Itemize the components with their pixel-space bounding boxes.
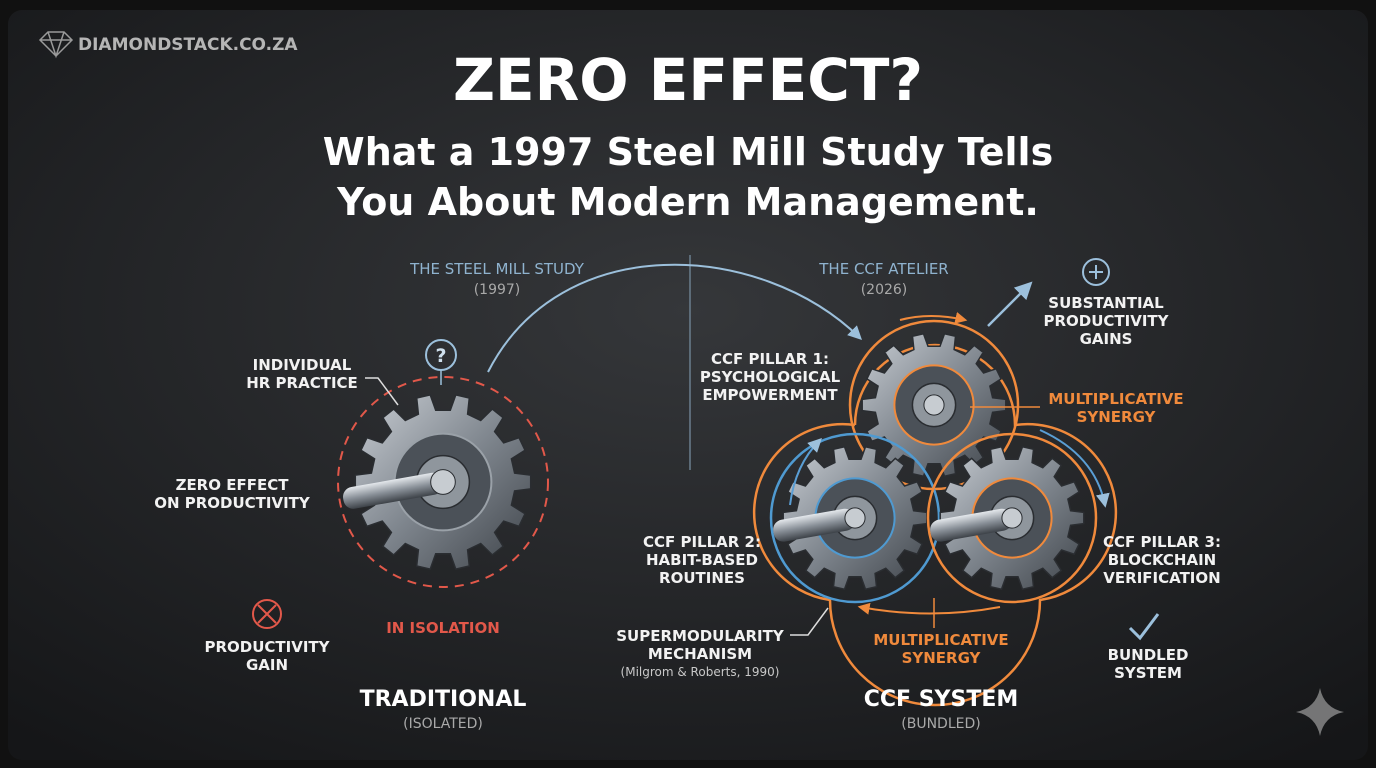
- cross-icon: [257, 604, 277, 624]
- label: CCF PILLAR 1:: [711, 350, 829, 368]
- label: GAINS: [1080, 330, 1133, 348]
- label: ZERO EFFECT: [176, 476, 290, 494]
- label: MECHANISM: [648, 645, 752, 663]
- brand-icon: [38, 31, 74, 59]
- section-year: (1997): [474, 282, 521, 298]
- section-heading: THE STEEL MILL STUDY: [409, 260, 585, 278]
- label: SUPERMODULARITY: [616, 627, 785, 645]
- gain-arrow: [987, 281, 1033, 327]
- gear-center: [923, 394, 945, 416]
- label: SUBSTANTIAL: [1048, 294, 1164, 312]
- section-year: (2026): [861, 282, 908, 298]
- synergy-label: MULTIPLICATIVE: [1048, 390, 1183, 408]
- synergy-loop: [752, 343, 1118, 707]
- flow-arrow: [857, 602, 1001, 615]
- isolation-ring: [337, 376, 549, 588]
- footer-title: CCF SYSTEM: [864, 687, 1019, 712]
- label: BLOCKCHAIN: [1108, 551, 1216, 569]
- shaft: [343, 472, 444, 509]
- label: PRODUCTIVITY: [204, 638, 330, 656]
- isolation-label: IN ISOLATION: [386, 619, 500, 637]
- check-icon: [1128, 613, 1160, 641]
- connector: [790, 607, 829, 636]
- label: VERIFICATION: [1103, 569, 1220, 587]
- gear-center: [844, 507, 866, 529]
- gear-ring: [926, 432, 1098, 604]
- label: ROUTINES: [659, 569, 745, 587]
- transition-arrow: [487, 263, 863, 373]
- citation: (Milgrom & Roberts, 1990): [621, 665, 780, 679]
- sparkle: [1296, 688, 1344, 736]
- gear-center: [1001, 507, 1023, 529]
- plus-icon: [1082, 258, 1110, 286]
- label: GAIN: [246, 656, 288, 674]
- label: INDIVIDUAL: [253, 356, 352, 374]
- label: PRODUCTIVITY: [1043, 312, 1169, 330]
- label: HABIT-BASED: [646, 551, 758, 569]
- footer-sub: (BUNDLED): [901, 716, 980, 732]
- label: CCF PILLAR 2:: [643, 533, 761, 551]
- label: ON PRODUCTIVITY: [154, 494, 311, 512]
- synergy-label: SYNERGY: [1077, 408, 1157, 426]
- section-heading: THE CCF ATELIER: [818, 260, 948, 278]
- synergy-label: SYNERGY: [902, 649, 982, 667]
- flow-arrow: [789, 438, 822, 506]
- footer-sub: (ISOLATED): [403, 716, 483, 732]
- gear-ring: [769, 432, 941, 604]
- synergy-label: MULTIPLICATIVE: [873, 631, 1008, 649]
- shaft: [930, 508, 1013, 542]
- label: HR PRACTICE: [246, 374, 358, 392]
- title: ZERO EFFECT?: [453, 46, 923, 114]
- label: SYSTEM: [1114, 664, 1182, 682]
- footer-title: TRADITIONAL: [360, 687, 527, 712]
- label: CCF PILLAR 3:: [1103, 533, 1221, 551]
- brand: DIAMONDSTACK.CO.ZA: [78, 35, 298, 55]
- subtitle-line: What a 1997 Steel Mill Study Tells: [323, 130, 1053, 174]
- shaft: [773, 508, 856, 542]
- plus-icon: [1089, 265, 1103, 279]
- gears: [337, 312, 1118, 707]
- subtitle-line: You About Modern Management.: [336, 180, 1039, 224]
- flow-arrow: [899, 312, 968, 324]
- label: BUNDLED: [1108, 646, 1189, 664]
- label: PSYCHOLOGICAL: [700, 368, 841, 386]
- cross-icon: [252, 599, 282, 629]
- connector: [365, 377, 399, 406]
- label: EMPOWERMENT: [702, 386, 838, 404]
- flow-arrow: [1039, 429, 1110, 508]
- question-mark: ?: [435, 345, 446, 367]
- gear-center: [430, 469, 456, 495]
